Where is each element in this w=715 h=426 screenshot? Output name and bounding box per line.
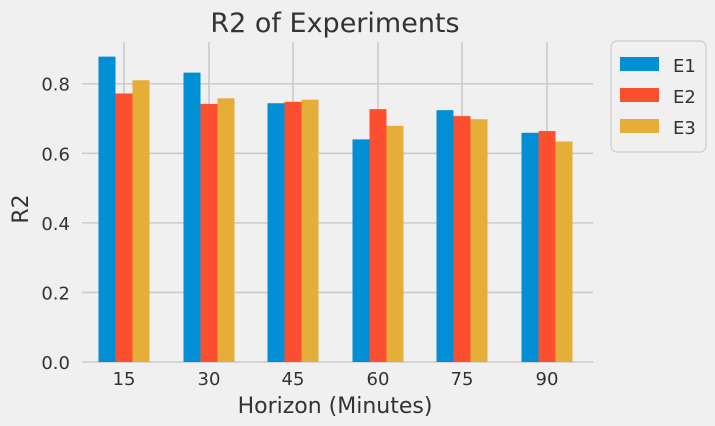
x-tick-label: 45 (282, 369, 305, 390)
bars-layer (98, 56, 573, 363)
bar-e1-15 (98, 56, 116, 362)
bar-e2-60 (369, 109, 387, 362)
bar-e3-30 (217, 98, 235, 362)
chart-title: R2 of Experiments (210, 8, 459, 39)
y-tick-label: 0.8 (41, 75, 70, 96)
legend-label-e2: E2 (673, 87, 696, 108)
y-tick-label: 0.0 (41, 353, 70, 374)
legend-swatch-e1 (620, 57, 659, 71)
bar-e1-90 (521, 132, 539, 362)
bar-e2-75 (453, 116, 471, 362)
y-tick-label: 0.6 (41, 144, 70, 165)
y-tick-label: 0.2 (41, 283, 70, 304)
y-tick-label: 0.4 (41, 214, 70, 235)
bar-e1-45 (267, 103, 285, 362)
bar-e3-90 (555, 141, 573, 362)
bar-e2-90 (538, 131, 556, 362)
bar-e3-45 (301, 99, 319, 362)
bar-e2-15 (115, 93, 133, 362)
bar-e3-15 (132, 80, 150, 363)
bar-e2-30 (200, 103, 218, 363)
bar-e3-75 (470, 119, 488, 362)
legend-swatch-e3 (620, 119, 659, 133)
x-tick-label: 60 (367, 369, 390, 390)
x-tick-label: 75 (451, 369, 474, 390)
bar-e1-60 (352, 139, 370, 362)
legend-swatch-e2 (620, 88, 659, 102)
bar-e2-45 (284, 101, 302, 363)
axes-layer: 0.0 0.2 0.4 0.6 0.8 15 30 45 60 75 90 (41, 75, 558, 390)
bar-e1-30 (183, 72, 201, 362)
legend-label-e1: E1 (673, 56, 696, 77)
bar-e3-60 (386, 125, 404, 363)
y-axis-label: R2 (9, 194, 34, 223)
x-tick-label: 15 (113, 369, 136, 390)
legend-items: E1 E2 E3 (620, 56, 696, 139)
x-tick-label: 30 (198, 369, 221, 390)
x-tick-label: 90 (536, 369, 559, 390)
bar-e1-75 (436, 110, 454, 362)
legend: E1 E2 E3 (610, 40, 707, 153)
legend-label-e3: E3 (673, 118, 696, 139)
x-axis-label: Horizon (Minutes) (238, 394, 433, 419)
